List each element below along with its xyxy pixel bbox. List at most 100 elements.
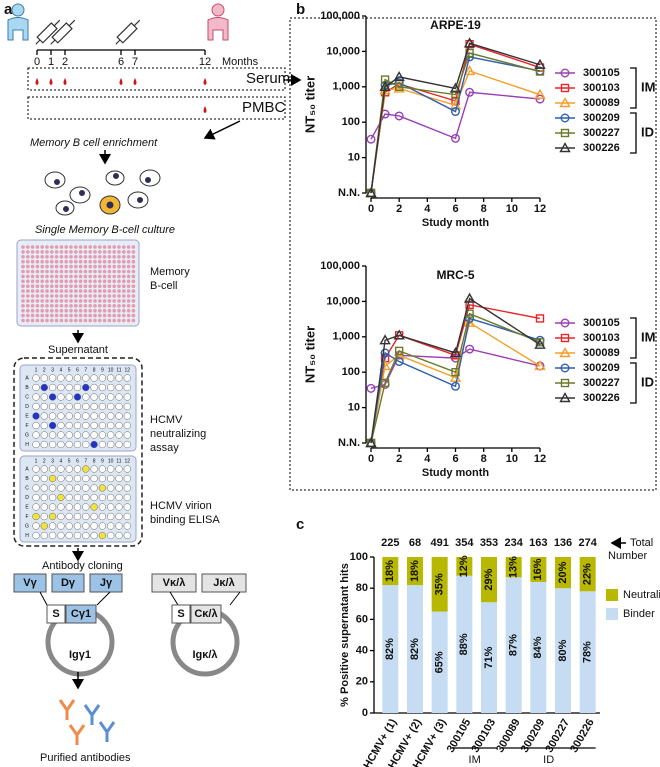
plate-row-label: E xyxy=(25,413,29,419)
signal-box xyxy=(171,604,191,624)
well xyxy=(45,245,49,249)
well xyxy=(30,274,35,279)
well xyxy=(102,274,107,279)
well xyxy=(82,512,90,521)
well xyxy=(83,294,88,298)
well xyxy=(64,245,68,249)
well xyxy=(40,503,48,511)
well xyxy=(73,440,82,449)
well xyxy=(123,474,131,483)
well xyxy=(26,313,30,318)
well xyxy=(54,269,59,274)
bar-segment xyxy=(579,557,596,592)
well xyxy=(131,313,136,318)
well xyxy=(32,522,40,530)
well xyxy=(122,279,126,284)
well xyxy=(26,250,30,254)
gene-segment xyxy=(51,573,85,593)
value-label: 84% xyxy=(532,636,544,658)
legend-label: 300226 xyxy=(583,142,620,154)
plate-row-label: A xyxy=(25,466,29,472)
well xyxy=(93,254,97,259)
series-line xyxy=(370,42,541,194)
well xyxy=(115,503,123,511)
well xyxy=(30,304,35,308)
well xyxy=(65,522,73,530)
well xyxy=(65,440,73,449)
well xyxy=(83,299,88,303)
well xyxy=(82,522,90,530)
well xyxy=(82,465,90,473)
well xyxy=(65,493,73,502)
legend-label: 300226 xyxy=(583,392,620,404)
well xyxy=(54,264,59,269)
well xyxy=(48,440,57,449)
legend-label: 300105 xyxy=(583,67,620,79)
value-label: 88% xyxy=(458,633,470,655)
y-tick-label: 20 xyxy=(356,676,368,688)
well xyxy=(78,308,83,313)
well xyxy=(98,503,107,511)
marker xyxy=(379,334,391,345)
panel-label: c xyxy=(296,516,304,533)
well xyxy=(35,304,40,308)
well xyxy=(73,522,82,530)
well xyxy=(82,421,90,430)
well xyxy=(40,412,48,420)
well xyxy=(59,245,64,249)
plate-column-label: 6 xyxy=(76,367,79,373)
well xyxy=(64,259,68,264)
antibody-icons xyxy=(58,699,116,745)
well xyxy=(126,313,131,318)
panel-label: b xyxy=(296,1,305,18)
well xyxy=(40,299,44,303)
bar-segment xyxy=(555,588,571,713)
plate-column-label: 2 xyxy=(43,367,46,373)
well xyxy=(35,259,40,264)
well xyxy=(48,402,57,411)
well xyxy=(122,299,126,303)
well xyxy=(107,250,112,254)
well xyxy=(83,284,88,289)
well xyxy=(98,465,107,473)
x-tick-label: 8 xyxy=(481,453,487,465)
well xyxy=(64,299,68,303)
well xyxy=(40,522,48,530)
well xyxy=(50,259,54,264)
legend-marker xyxy=(559,347,571,358)
well xyxy=(57,474,65,483)
well xyxy=(78,274,83,279)
well xyxy=(35,264,40,269)
gene-segment-label: Vκ/λ xyxy=(163,577,186,589)
well xyxy=(102,304,107,308)
x-tick-label: 2 xyxy=(396,203,402,215)
total-label: 136 xyxy=(554,537,572,549)
well xyxy=(88,250,92,254)
well xyxy=(83,245,88,249)
well xyxy=(102,299,107,303)
well xyxy=(88,259,92,264)
well xyxy=(98,474,107,483)
well xyxy=(78,289,83,293)
well xyxy=(112,318,116,323)
well xyxy=(98,531,107,540)
plate-column-label: 9 xyxy=(101,367,104,373)
well xyxy=(54,313,59,318)
marker xyxy=(380,348,390,358)
well xyxy=(45,289,49,293)
legend-label: 300089 xyxy=(583,347,620,359)
well xyxy=(90,440,98,449)
well xyxy=(115,431,123,439)
well xyxy=(122,250,126,254)
well xyxy=(107,421,115,430)
well xyxy=(102,279,107,284)
x-tick-label: 0 xyxy=(368,203,374,215)
well xyxy=(83,313,88,318)
well xyxy=(107,259,112,264)
well xyxy=(102,308,107,313)
well xyxy=(74,318,78,323)
well xyxy=(107,274,112,279)
legend-bracket xyxy=(630,362,637,404)
month-label: 0 xyxy=(34,56,40,68)
well xyxy=(112,259,116,264)
